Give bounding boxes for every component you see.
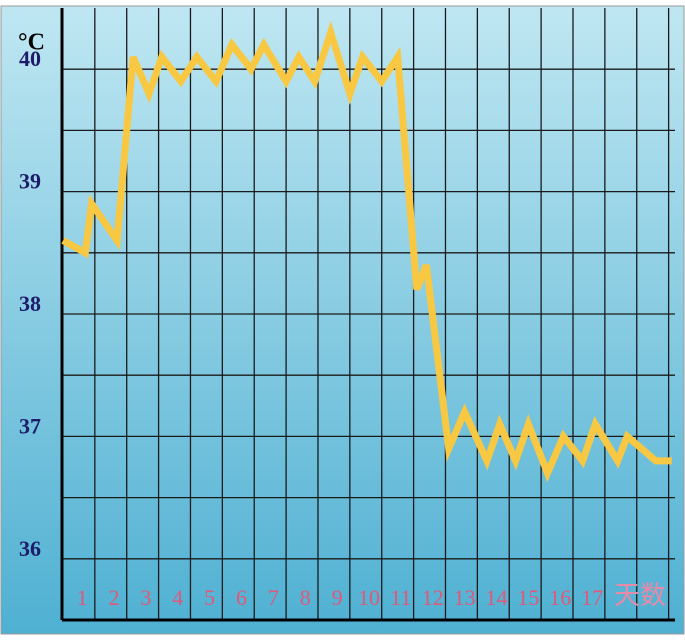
x-tick-label: 9 [332, 585, 343, 610]
x-tick-label: 1 [77, 585, 88, 610]
y-tick-label: 40 [19, 46, 41, 71]
background [0, 5, 685, 635]
x-tick-label: 16 [549, 585, 571, 610]
y-tick-label: 38 [19, 291, 41, 316]
x-tick-label: 15 [517, 585, 539, 610]
x-tick-label: 2 [108, 585, 119, 610]
x-tick-label: 4 [172, 585, 183, 610]
x-tick-label: 10 [358, 585, 380, 610]
x-tick-label: 17 [581, 585, 603, 610]
data-line [61, 20, 672, 483]
unit-label: °C [18, 30, 45, 56]
x-tick-label: 6 [236, 585, 247, 610]
x-axis-label: 天数 [614, 581, 666, 610]
x-tick-label: 8 [300, 585, 311, 610]
x-tick-label: 7 [268, 585, 279, 610]
x-tick-label: 13 [454, 585, 476, 610]
y-tick-label: 36 [19, 536, 41, 561]
x-tick-label: 3 [140, 585, 151, 610]
y-tick-label: 39 [19, 169, 41, 194]
x-tick-label: 14 [485, 585, 507, 610]
x-tick-label: 12 [422, 585, 444, 610]
x-tick-label: 5 [204, 585, 215, 610]
x-tick-label: 11 [390, 585, 411, 610]
y-tick-label: 37 [19, 413, 41, 438]
